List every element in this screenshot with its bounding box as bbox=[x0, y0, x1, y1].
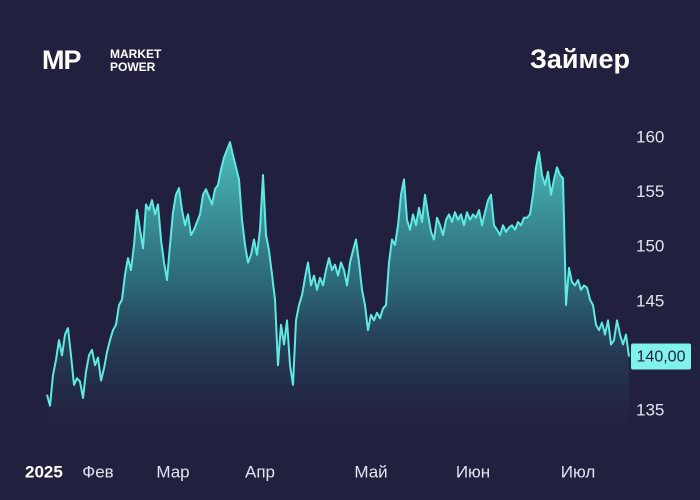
year-label: 2025 bbox=[25, 462, 63, 481]
brand-line: POWER bbox=[110, 60, 156, 74]
last-price-label: 140,00 bbox=[637, 349, 686, 366]
brand-line: MARKET bbox=[110, 47, 162, 61]
last-price-box bbox=[631, 343, 691, 370]
chart-title: Займер bbox=[530, 44, 630, 74]
x-tick-label: Апр bbox=[245, 462, 275, 481]
x-tick-label: Июн bbox=[456, 462, 490, 481]
x-tick-label: Фев bbox=[82, 462, 113, 481]
x-tick-label: Июл bbox=[561, 462, 596, 481]
x-tick-label: Май bbox=[354, 462, 387, 481]
y-tick-label: 135 bbox=[636, 401, 664, 420]
y-tick-label: 155 bbox=[636, 182, 664, 201]
y-tick-label: 145 bbox=[636, 291, 664, 310]
x-tick-label: Мар bbox=[156, 462, 189, 481]
y-tick-label: 150 bbox=[636, 237, 664, 256]
brand-mark: MP bbox=[42, 45, 81, 75]
area bbox=[47, 142, 629, 433]
y-tick-label: 160 bbox=[636, 127, 664, 146]
line bbox=[46, 141, 630, 407]
